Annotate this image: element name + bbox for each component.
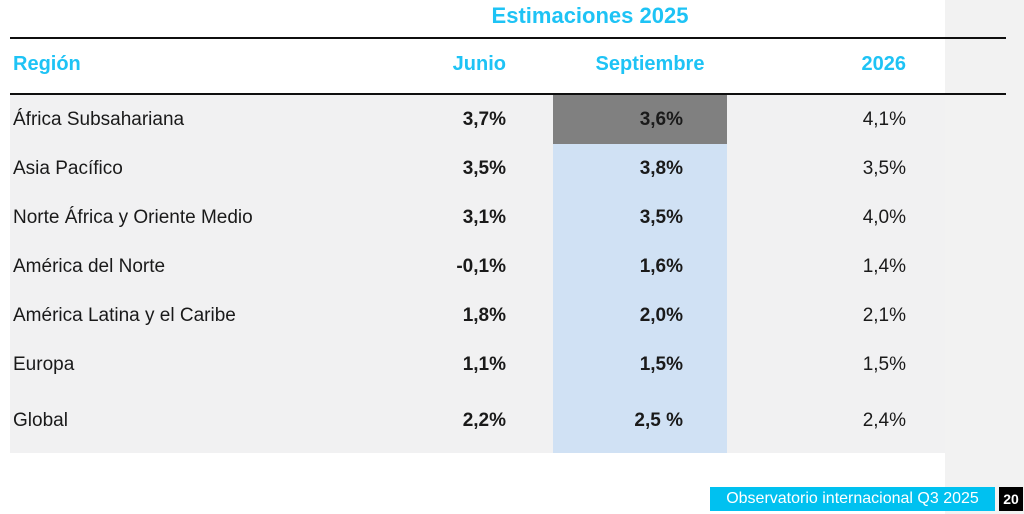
junio-cell: 1,1% [462, 353, 506, 375]
table-row: Global 2,2% 2,5 % 2,4% [10, 389, 945, 453]
page-number-badge: 20 [999, 487, 1023, 511]
septiembre-cell: 2,0% [553, 291, 727, 340]
region-cell: América Latina y el Caribe [13, 304, 236, 326]
table-body: África Subsahariana 3,7% 3,6% 4,1% Asia … [10, 95, 945, 453]
table-title: Estimaciones 2025 [491, 3, 689, 28]
header-rule [10, 93, 1006, 95]
junio-cell: 3,7% [462, 108, 506, 130]
junio-cell: -0,1% [456, 255, 506, 277]
y2026-cell: 4,0% [862, 206, 906, 228]
table-row: América Latina y el Caribe 1,8% 2,0% 2,1… [10, 291, 945, 340]
y2026-cell: 3,5% [862, 157, 906, 179]
table-header-row: Región Junio Septiembre 2026 [10, 39, 1006, 93]
septiembre-cell: 2,5 % [553, 389, 727, 453]
junio-cell: 3,1% [462, 206, 506, 228]
junio-cell: 2,2% [462, 410, 506, 431]
region-cell: Asia Pacífico [13, 157, 123, 179]
region-cell: Europa [13, 353, 75, 375]
y2026-cell: 1,4% [862, 255, 906, 277]
region-cell: Norte África y Oriente Medio [13, 206, 253, 228]
region-cell: América del Norte [13, 255, 166, 277]
table-row: Europa 1,1% 1,5% 1,5% [10, 340, 945, 389]
column-header-2026: 2026 [861, 53, 907, 75]
table-row: Asia Pacífico 3,5% 3,8% 3,5% [10, 144, 945, 193]
septiembre-cell: 3,5% [553, 193, 727, 242]
y2026-cell: 2,4% [862, 410, 906, 431]
y2026-cell: 2,1% [862, 304, 906, 326]
junio-cell: 3,5% [462, 157, 506, 179]
junio-cell: 1,8% [462, 304, 506, 326]
top-rule [10, 37, 1006, 39]
column-header-region: Región [13, 53, 81, 75]
septiembre-cell: 3,8% [553, 144, 727, 193]
table-row: Norte África y Oriente Medio 3,1% 3,5% 4… [10, 193, 945, 242]
septiembre-cell-gray-highlight: 3,6% [553, 95, 727, 144]
source-badge: Observatorio internacional Q3 2025 [710, 487, 995, 511]
region-cell: África Subsahariana [13, 108, 185, 130]
column-header-septiembre: Septiembre [595, 53, 705, 75]
septiembre-cell: 1,5% [553, 340, 727, 389]
septiembre-cell: 1,6% [553, 242, 727, 291]
column-header-junio: Junio [452, 53, 506, 75]
y2026-cell: 1,5% [862, 353, 906, 375]
table-row: América del Norte -0,1% 1,6% 1,4% [10, 242, 945, 291]
right-margin-strip [945, 0, 1024, 514]
table-row: África Subsahariana 3,7% 3,6% 4,1% [10, 95, 945, 144]
y2026-cell: 4,1% [862, 108, 906, 130]
region-cell: Global [13, 410, 68, 431]
